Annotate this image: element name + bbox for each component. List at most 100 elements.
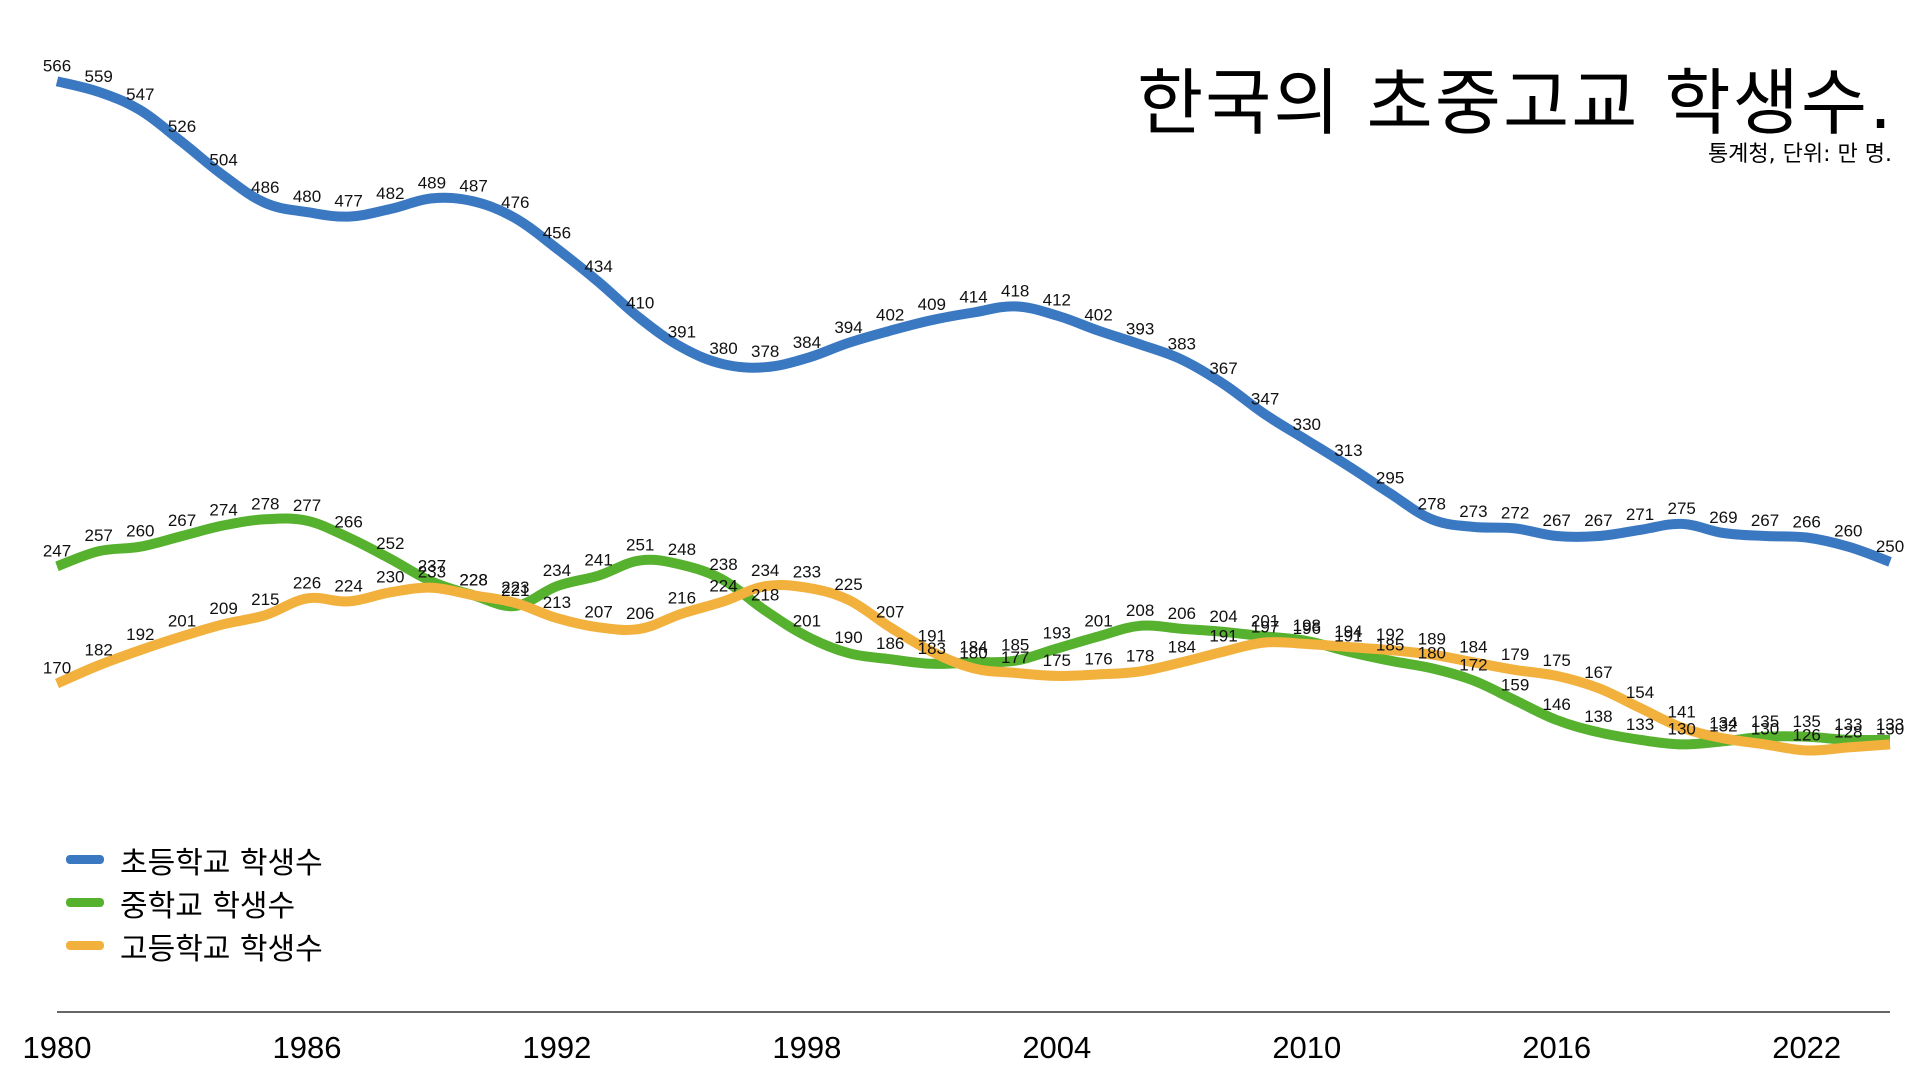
data-label-high: 182: [85, 640, 113, 659]
data-label-elementary: 566: [43, 56, 71, 75]
data-label-high: 179: [1501, 645, 1529, 664]
data-label-middle: 257: [85, 526, 113, 545]
data-label-high: 175: [1543, 651, 1571, 670]
data-label-middle: 132: [1709, 716, 1737, 735]
data-label-high: 196: [1293, 619, 1321, 638]
data-label-middle: 241: [584, 551, 612, 570]
x-tick-label: 2022: [1772, 1030, 1841, 1065]
legend-swatch-high: [66, 941, 104, 950]
data-label-elementary: 410: [626, 294, 654, 313]
data-label-middle: 251: [626, 535, 654, 554]
data-label-elementary: 295: [1376, 468, 1404, 487]
data-label-high: 189: [1418, 630, 1446, 649]
data-label-middle: 130: [1668, 719, 1696, 738]
chart-subtitle: 통계청, 단위: 만 명.: [1707, 142, 1892, 167]
x-tick-label: 1992: [522, 1030, 591, 1065]
data-label-middle: 252: [376, 534, 404, 553]
data-label-middle: 159: [1501, 675, 1529, 694]
data-label-elementary: 480: [293, 187, 321, 206]
data-label-high: 130: [1876, 719, 1904, 738]
data-label-elementary: 477: [334, 192, 362, 211]
data-label-elementary: 267: [1543, 511, 1571, 530]
data-label-elementary: 330: [1293, 415, 1321, 434]
data-label-middle: 172: [1459, 656, 1487, 675]
data-label-high: 175: [1043, 651, 1071, 670]
data-label-elementary: 526: [168, 117, 196, 136]
data-label-elementary: 391: [668, 322, 696, 341]
legend-label-middle: 중학교 학생수: [120, 888, 296, 924]
data-label-elementary: 378: [751, 342, 779, 361]
series-line-high: [55, 579, 1891, 756]
data-label-elementary: 409: [918, 295, 946, 314]
data-label-high: 223: [501, 578, 529, 597]
data-label-high: 234: [751, 561, 779, 580]
data-label-elementary: 260: [1834, 522, 1862, 541]
data-label-elementary: 402: [876, 306, 904, 325]
data-label-middle: 198: [1293, 616, 1321, 635]
data-label-middle: 248: [668, 540, 696, 559]
data-label-high: 209: [209, 599, 237, 618]
data-label-middle: 185: [1001, 636, 1029, 655]
data-label-elementary: 266: [1793, 513, 1821, 532]
legend-item-middle: 중학교 학생수: [66, 881, 323, 924]
data-label-elementary: 547: [126, 85, 154, 104]
x-tick-label: 1980: [23, 1030, 92, 1065]
data-label-elementary: 380: [709, 339, 737, 358]
data-label-middle: 218: [751, 586, 779, 605]
data-label-middle: 206: [1168, 604, 1196, 623]
data-label-middle: 183: [918, 639, 946, 658]
data-label-middle: 237: [418, 557, 446, 576]
data-label-high: 170: [43, 659, 71, 678]
data-label-high: 225: [834, 575, 862, 594]
legend-swatch-elementary: [66, 855, 104, 864]
legend-swatch-middle: [66, 898, 104, 907]
data-label-middle: 260: [126, 522, 154, 541]
data-label-high: 224: [709, 576, 737, 595]
data-label-middle: 190: [834, 628, 862, 647]
data-label-high: 192: [1376, 625, 1404, 644]
data-label-high: 215: [251, 590, 279, 609]
data-label-elementary: 267: [1751, 511, 1779, 530]
data-label-elementary: 269: [1709, 508, 1737, 527]
data-label-elementary: 275: [1668, 499, 1696, 518]
data-label-elementary: 347: [1251, 389, 1279, 408]
data-label-elementary: 414: [959, 288, 987, 307]
data-label-high: 154: [1626, 683, 1654, 702]
legend-label-high: 고등학교 학생수: [120, 931, 323, 967]
data-label-middle: 204: [1209, 607, 1237, 626]
data-label-elementary: 489: [418, 173, 446, 192]
data-label-high: 184: [1168, 637, 1196, 656]
data-label-middle: 221: [501, 581, 529, 600]
data-label-high: 224: [334, 576, 362, 595]
series-line-elementary: [55, 76, 1892, 567]
data-label-high: 191: [918, 627, 946, 646]
data-label-high: 216: [668, 589, 696, 608]
legend-item-high: 고등학교 학생수: [66, 924, 323, 967]
data-label-high: 128: [1834, 722, 1862, 741]
data-label-elementary: 456: [543, 224, 571, 243]
data-label-elementary: 313: [1334, 441, 1362, 460]
data-label-middle: 234: [543, 561, 571, 580]
data-label-high: 197: [1251, 618, 1279, 637]
data-label-elementary: 434: [584, 257, 612, 276]
data-label-elementary: 394: [834, 318, 862, 337]
data-label-elementary: 482: [376, 184, 404, 203]
data-label-elementary: 504: [209, 151, 237, 170]
data-label-middle: 135: [1751, 712, 1779, 731]
data-label-middle: 208: [1126, 601, 1154, 620]
data-label-middle: 228: [459, 570, 487, 589]
data-label-middle: 274: [209, 500, 237, 519]
data-labels: 566 559 547 526 504 486 480 477 482 489 487 476 456 4…: [43, 56, 1904, 744]
data-label-middle: 133: [1834, 715, 1862, 734]
data-label-high: 228: [459, 570, 487, 589]
data-label-middle: 267: [168, 511, 196, 530]
data-label-high: 233: [418, 563, 446, 582]
data-label-elementary: 272: [1501, 503, 1529, 522]
x-tick-label: 1998: [772, 1030, 841, 1065]
data-label-middle: 146: [1543, 695, 1571, 714]
data-label-high: 207: [584, 602, 612, 621]
legend-item-elementary: 초등학교 학생수: [66, 838, 323, 881]
data-label-middle: 191: [1334, 627, 1362, 646]
data-label-elementary: 367: [1209, 359, 1237, 378]
data-label-elementary: 278: [1418, 494, 1446, 513]
